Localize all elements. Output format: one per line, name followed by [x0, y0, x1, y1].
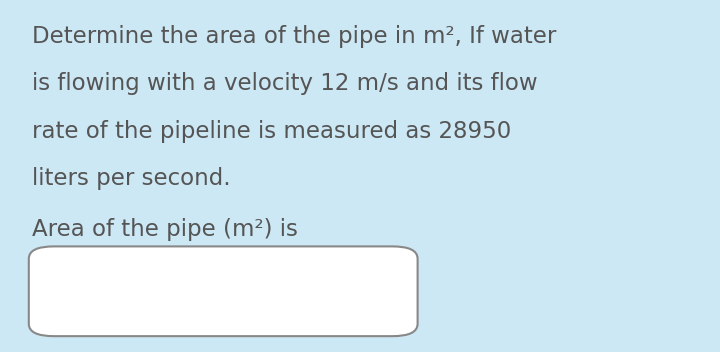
Text: liters per second.: liters per second.: [32, 167, 231, 190]
Text: Area of the pipe (m²) is: Area of the pipe (m²) is: [32, 218, 298, 241]
Text: rate of the pipeline is measured as 28950: rate of the pipeline is measured as 2895…: [32, 120, 512, 143]
FancyBboxPatch shape: [29, 246, 418, 336]
Text: Determine the area of the pipe in m², If water: Determine the area of the pipe in m², If…: [32, 25, 557, 48]
Text: is flowing with a velocity 12 m/s and its flow: is flowing with a velocity 12 m/s and it…: [32, 72, 538, 95]
